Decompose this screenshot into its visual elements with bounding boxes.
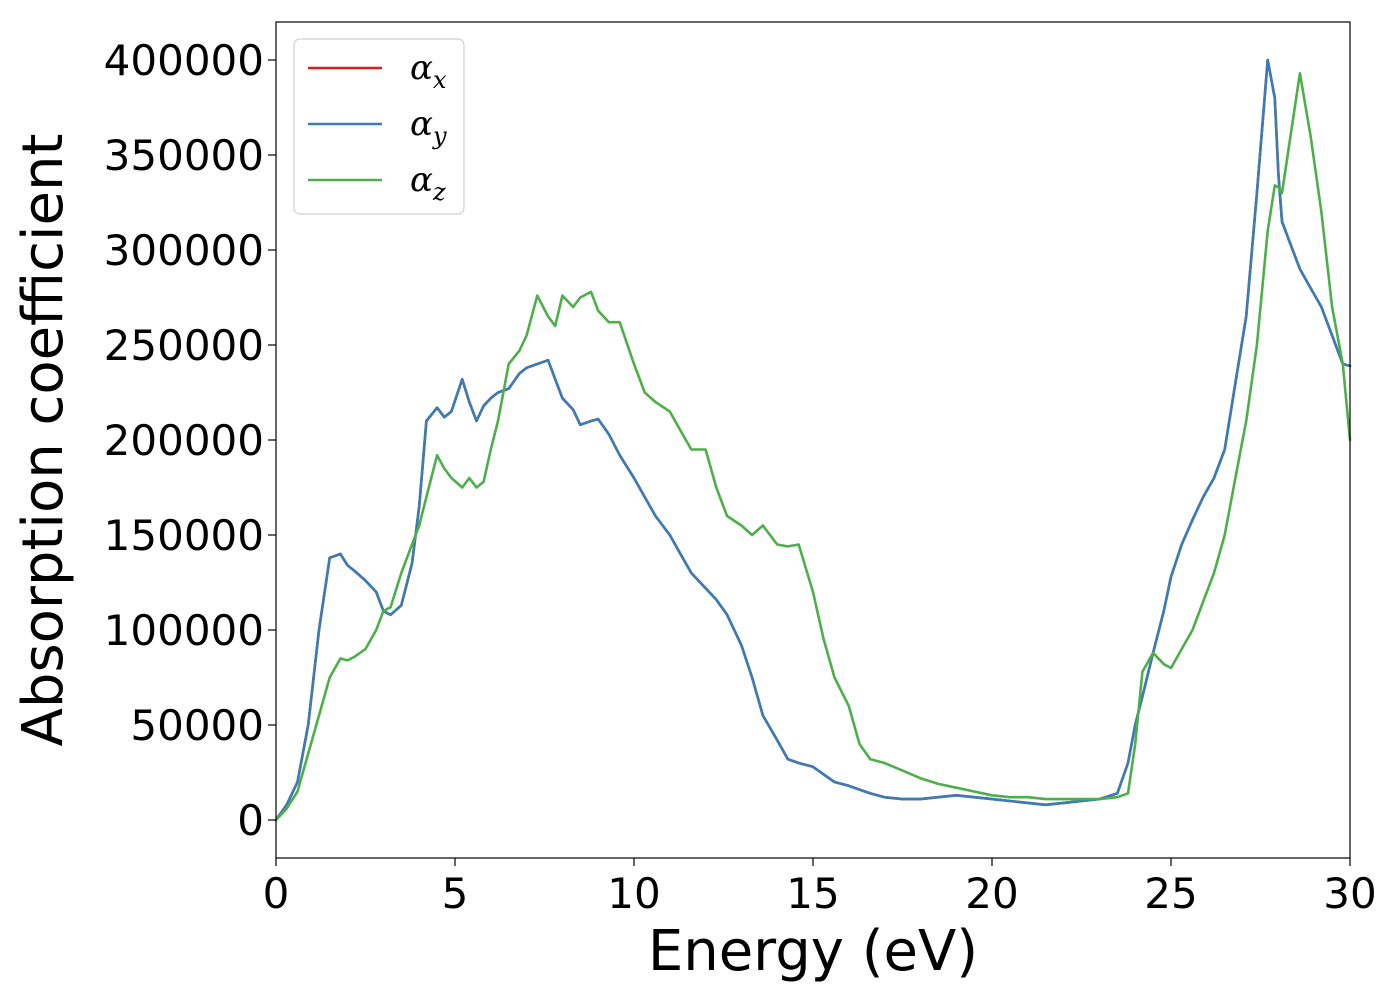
x-tick-label: 20 — [965, 869, 1018, 918]
y-tick-label: 400000 — [104, 36, 264, 85]
y-tick-label: 350000 — [104, 131, 264, 180]
y-tick-label: 100000 — [104, 606, 264, 655]
y-axis-ticks: 0 50000 100000 150000 200000 250000 300000 3500… — [104, 36, 276, 845]
series-line-y — [274, 58, 1352, 822]
x-tick-label: 25 — [1144, 869, 1197, 918]
legend-label-y: αy — [410, 104, 447, 150]
y-tick-label: 200000 — [104, 416, 264, 465]
x-tick-label: 5 — [442, 869, 469, 918]
x-tick-label: 10 — [607, 869, 660, 918]
y-axis-label: Absorption coefficient — [11, 134, 76, 747]
y-tick-label: 150000 — [104, 511, 264, 560]
y-tick-label: 250000 — [104, 321, 264, 370]
y-tick-label: 300000 — [104, 226, 264, 275]
x-tick-label: 0 — [263, 869, 290, 918]
x-axis-ticks: 0 5 10 15 20 25 30 — [263, 858, 1377, 918]
y-tick-label: 50000 — [130, 701, 264, 750]
series-line-z — [274, 72, 1352, 822]
x-axis-label: Energy (eV) — [648, 919, 978, 984]
x-tick-label: 30 — [1323, 869, 1376, 918]
legend-box — [293, 38, 465, 215]
series-layer — [274, 58, 1352, 822]
y-tick-label: 0 — [237, 796, 264, 845]
x-tick-label: 15 — [786, 869, 839, 918]
